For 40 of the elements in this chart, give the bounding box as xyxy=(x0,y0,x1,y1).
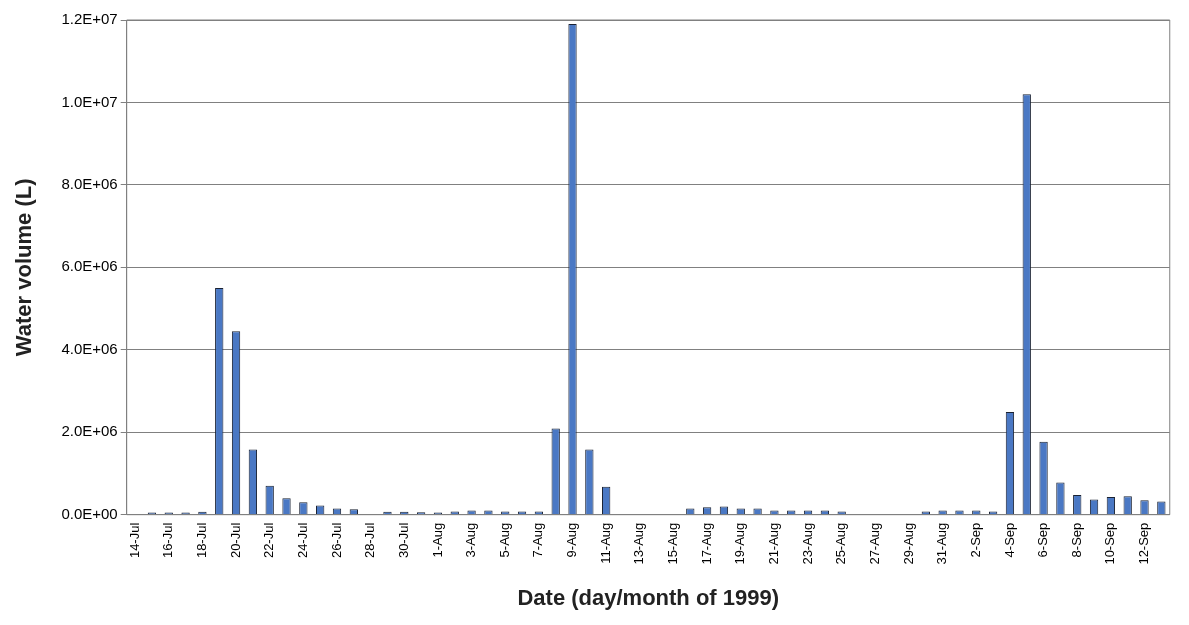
x-tick-label: 1-Aug xyxy=(429,522,445,558)
x-tick-label: 18-Jul xyxy=(193,522,209,559)
x-tick-label: 24-Jul xyxy=(294,522,310,559)
x-tick-label: 12-Sep xyxy=(1136,522,1152,565)
y-axis-title: Water volume (L) xyxy=(11,178,37,357)
x-tick-label: 8-Sep xyxy=(1068,522,1084,558)
x-tick-label: 10-Sep xyxy=(1102,522,1118,565)
x-tick-label: 7-Aug xyxy=(530,522,546,558)
y-tick-label: 4.0E+06 xyxy=(61,339,118,357)
x-tick-label: 16-Jul xyxy=(160,522,176,559)
y-tick-label: 6.0E+06 xyxy=(61,257,118,275)
y-tick-label: 8.0E+06 xyxy=(61,175,118,193)
x-tick-label: 17-Aug xyxy=(698,522,714,565)
x-tick-label: 13-Aug xyxy=(631,522,647,565)
x-tick-label: 26-Jul xyxy=(328,522,344,559)
x-tick-label: 23-Aug xyxy=(799,522,815,565)
x-tick-label: 28-Jul xyxy=(362,522,378,559)
y-tick-label: 1.0E+07 xyxy=(61,92,118,110)
x-tick-label: 30-Jul xyxy=(395,522,411,559)
y-tick-label: 1.2E+07 xyxy=(61,10,118,28)
x-tick-label: 29-Aug xyxy=(900,522,916,565)
x-tick-label: 5-Aug xyxy=(496,522,512,558)
x-tick-label: 20-Jul xyxy=(227,522,243,559)
x-tick-label: 27-Aug xyxy=(866,522,882,565)
x-tick-label: 6-Sep xyxy=(1035,522,1051,558)
x-axis-title: Date (day/month of 1999) xyxy=(517,584,780,610)
x-tick-label: 3-Aug xyxy=(463,522,479,558)
x-tick-label: 2-Sep xyxy=(967,522,983,558)
x-tick-label: 25-Aug xyxy=(833,522,849,565)
x-tick-label: 31-Aug xyxy=(934,522,950,565)
y-tick-label: 2.0E+06 xyxy=(61,422,118,440)
x-tick-label: 19-Aug xyxy=(732,522,748,565)
x-tick-label: 4-Sep xyxy=(1001,522,1017,558)
x-tick-label: 21-Aug xyxy=(765,522,781,565)
y-tick-label: 0.0E+00 xyxy=(61,504,118,522)
x-tick-label: 14-Jul xyxy=(126,522,142,559)
x-tick-label: 22-Jul xyxy=(261,522,277,559)
x-tick-label: 11-Aug xyxy=(597,522,613,564)
x-tick-label: 9-Aug xyxy=(564,522,580,558)
x-tick-label: 15-Aug xyxy=(665,522,681,565)
